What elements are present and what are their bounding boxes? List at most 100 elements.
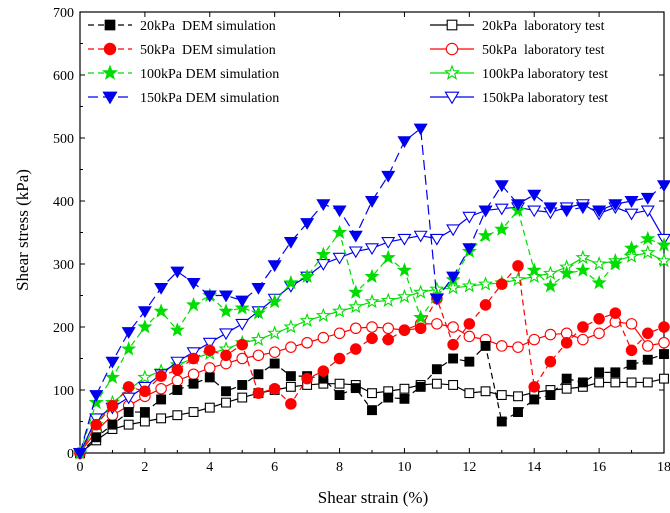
x-tick-label: 2 [141, 460, 148, 475]
data-point-triangle-down [235, 295, 250, 308]
data-point-square [480, 386, 491, 397]
series-4 [72, 123, 670, 460]
data-point-star [250, 305, 266, 320]
data-point-star [413, 309, 429, 324]
data-point-square [107, 419, 118, 430]
data-point-square [464, 356, 475, 367]
data-point-square [172, 385, 183, 395]
data-point-square [221, 386, 231, 397]
data-point-square [237, 392, 248, 403]
data-point-triangle-down [89, 390, 104, 402]
data-point-star [575, 249, 591, 265]
data-point-circle [496, 340, 508, 352]
data-point-triangle-down [429, 233, 444, 246]
data-point-circle [658, 336, 670, 349]
data-point-circle [447, 338, 459, 351]
data-point-square [626, 377, 637, 388]
data-point-triangle-down [592, 205, 607, 218]
data-point-square [123, 419, 134, 430]
data-point-circle [609, 307, 622, 319]
data-point-circle [463, 318, 476, 330]
data-point-circle [236, 338, 248, 351]
data-point-square [383, 392, 394, 403]
data-point-star [478, 276, 494, 291]
data-point-triangle-down [640, 192, 655, 205]
x-tick-label: 4 [206, 460, 213, 475]
data-point-square [513, 407, 523, 417]
data-point-circle [414, 322, 427, 335]
data-point-star [494, 221, 510, 236]
data-point-square [496, 390, 507, 400]
data-point-square [237, 380, 248, 390]
data-point-star [640, 230, 656, 246]
data-point-star [348, 298, 364, 314]
data-point-triangle-down [316, 259, 331, 271]
data-point-circle [431, 318, 443, 330]
data-point-triangle-down [121, 327, 136, 339]
data-point-circle [122, 381, 135, 393]
data-point-triangle-down [462, 211, 477, 224]
data-point-triangle-down [121, 392, 136, 405]
data-point-square [577, 377, 588, 388]
data-point-triangle-down [527, 205, 542, 218]
data-point-circle [285, 341, 297, 353]
legend-entry: 50kPa DEM simulation [88, 42, 276, 58]
data-point-triangle-down [446, 224, 461, 237]
series-line [79, 344, 665, 454]
data-point-triangle-down [235, 318, 250, 331]
data-point-triangle-down [267, 260, 282, 273]
data-point-circle [350, 322, 362, 335]
data-point-triangle-down [105, 356, 120, 369]
data-point-square [334, 390, 345, 400]
data-point-circle [187, 368, 200, 381]
data-point-star [169, 322, 185, 337]
data-point-square [561, 383, 572, 394]
legend-entry: 50kPa laboratory test [430, 42, 605, 58]
data-point-square [642, 354, 653, 365]
data-point-circle [577, 321, 589, 333]
data-point-circle [204, 344, 216, 357]
data-point-triangle-down [137, 306, 152, 319]
data-point-circle [90, 418, 102, 431]
data-point-triangle-down [608, 199, 623, 212]
y-tick-label: 400 [53, 195, 74, 210]
data-point-square [529, 394, 540, 405]
x-tick-label: 18 [657, 460, 670, 475]
data-point-star [348, 284, 364, 299]
data-point-circle [479, 299, 492, 311]
data-point-triangle-down [348, 230, 363, 243]
data-point-star [218, 303, 234, 318]
data-point-square [480, 340, 491, 351]
data-point-star [461, 278, 477, 293]
data-point-circle [560, 327, 573, 340]
data-point-triangle-down [72, 448, 88, 460]
data-point-square [496, 416, 507, 427]
data-point-circle [560, 336, 573, 349]
y-tick-label: 500 [53, 132, 74, 147]
data-point-circle [204, 362, 216, 374]
data-point-star [267, 293, 283, 309]
data-point-triangle-down [397, 233, 412, 246]
data-point-circle [317, 331, 330, 344]
legend-label: 20kPa DEM simulation [140, 19, 276, 34]
series-line [79, 127, 665, 454]
data-point-star [396, 288, 412, 304]
data-point-triangle-down [381, 237, 396, 249]
data-point-triangle-down [154, 282, 169, 295]
data-point-star [153, 303, 169, 318]
x-tick-label: 10 [397, 460, 411, 475]
data-point-circle [333, 352, 346, 365]
data-point-triangle-down [624, 208, 639, 221]
data-point-square [188, 378, 199, 389]
data-point-triangle-down [364, 243, 380, 256]
data-point-square [448, 353, 459, 364]
data-point-square [104, 19, 116, 31]
legend-entry: 20kPa DEM simulation [88, 19, 276, 34]
data-point-triangle-down [397, 136, 412, 149]
y-axis-title: Shear stress (kPa) [13, 169, 32, 291]
data-point-triangle-down [510, 199, 526, 212]
data-point-circle [171, 374, 184, 387]
data-point-star [88, 394, 104, 410]
data-point-square [123, 407, 134, 417]
